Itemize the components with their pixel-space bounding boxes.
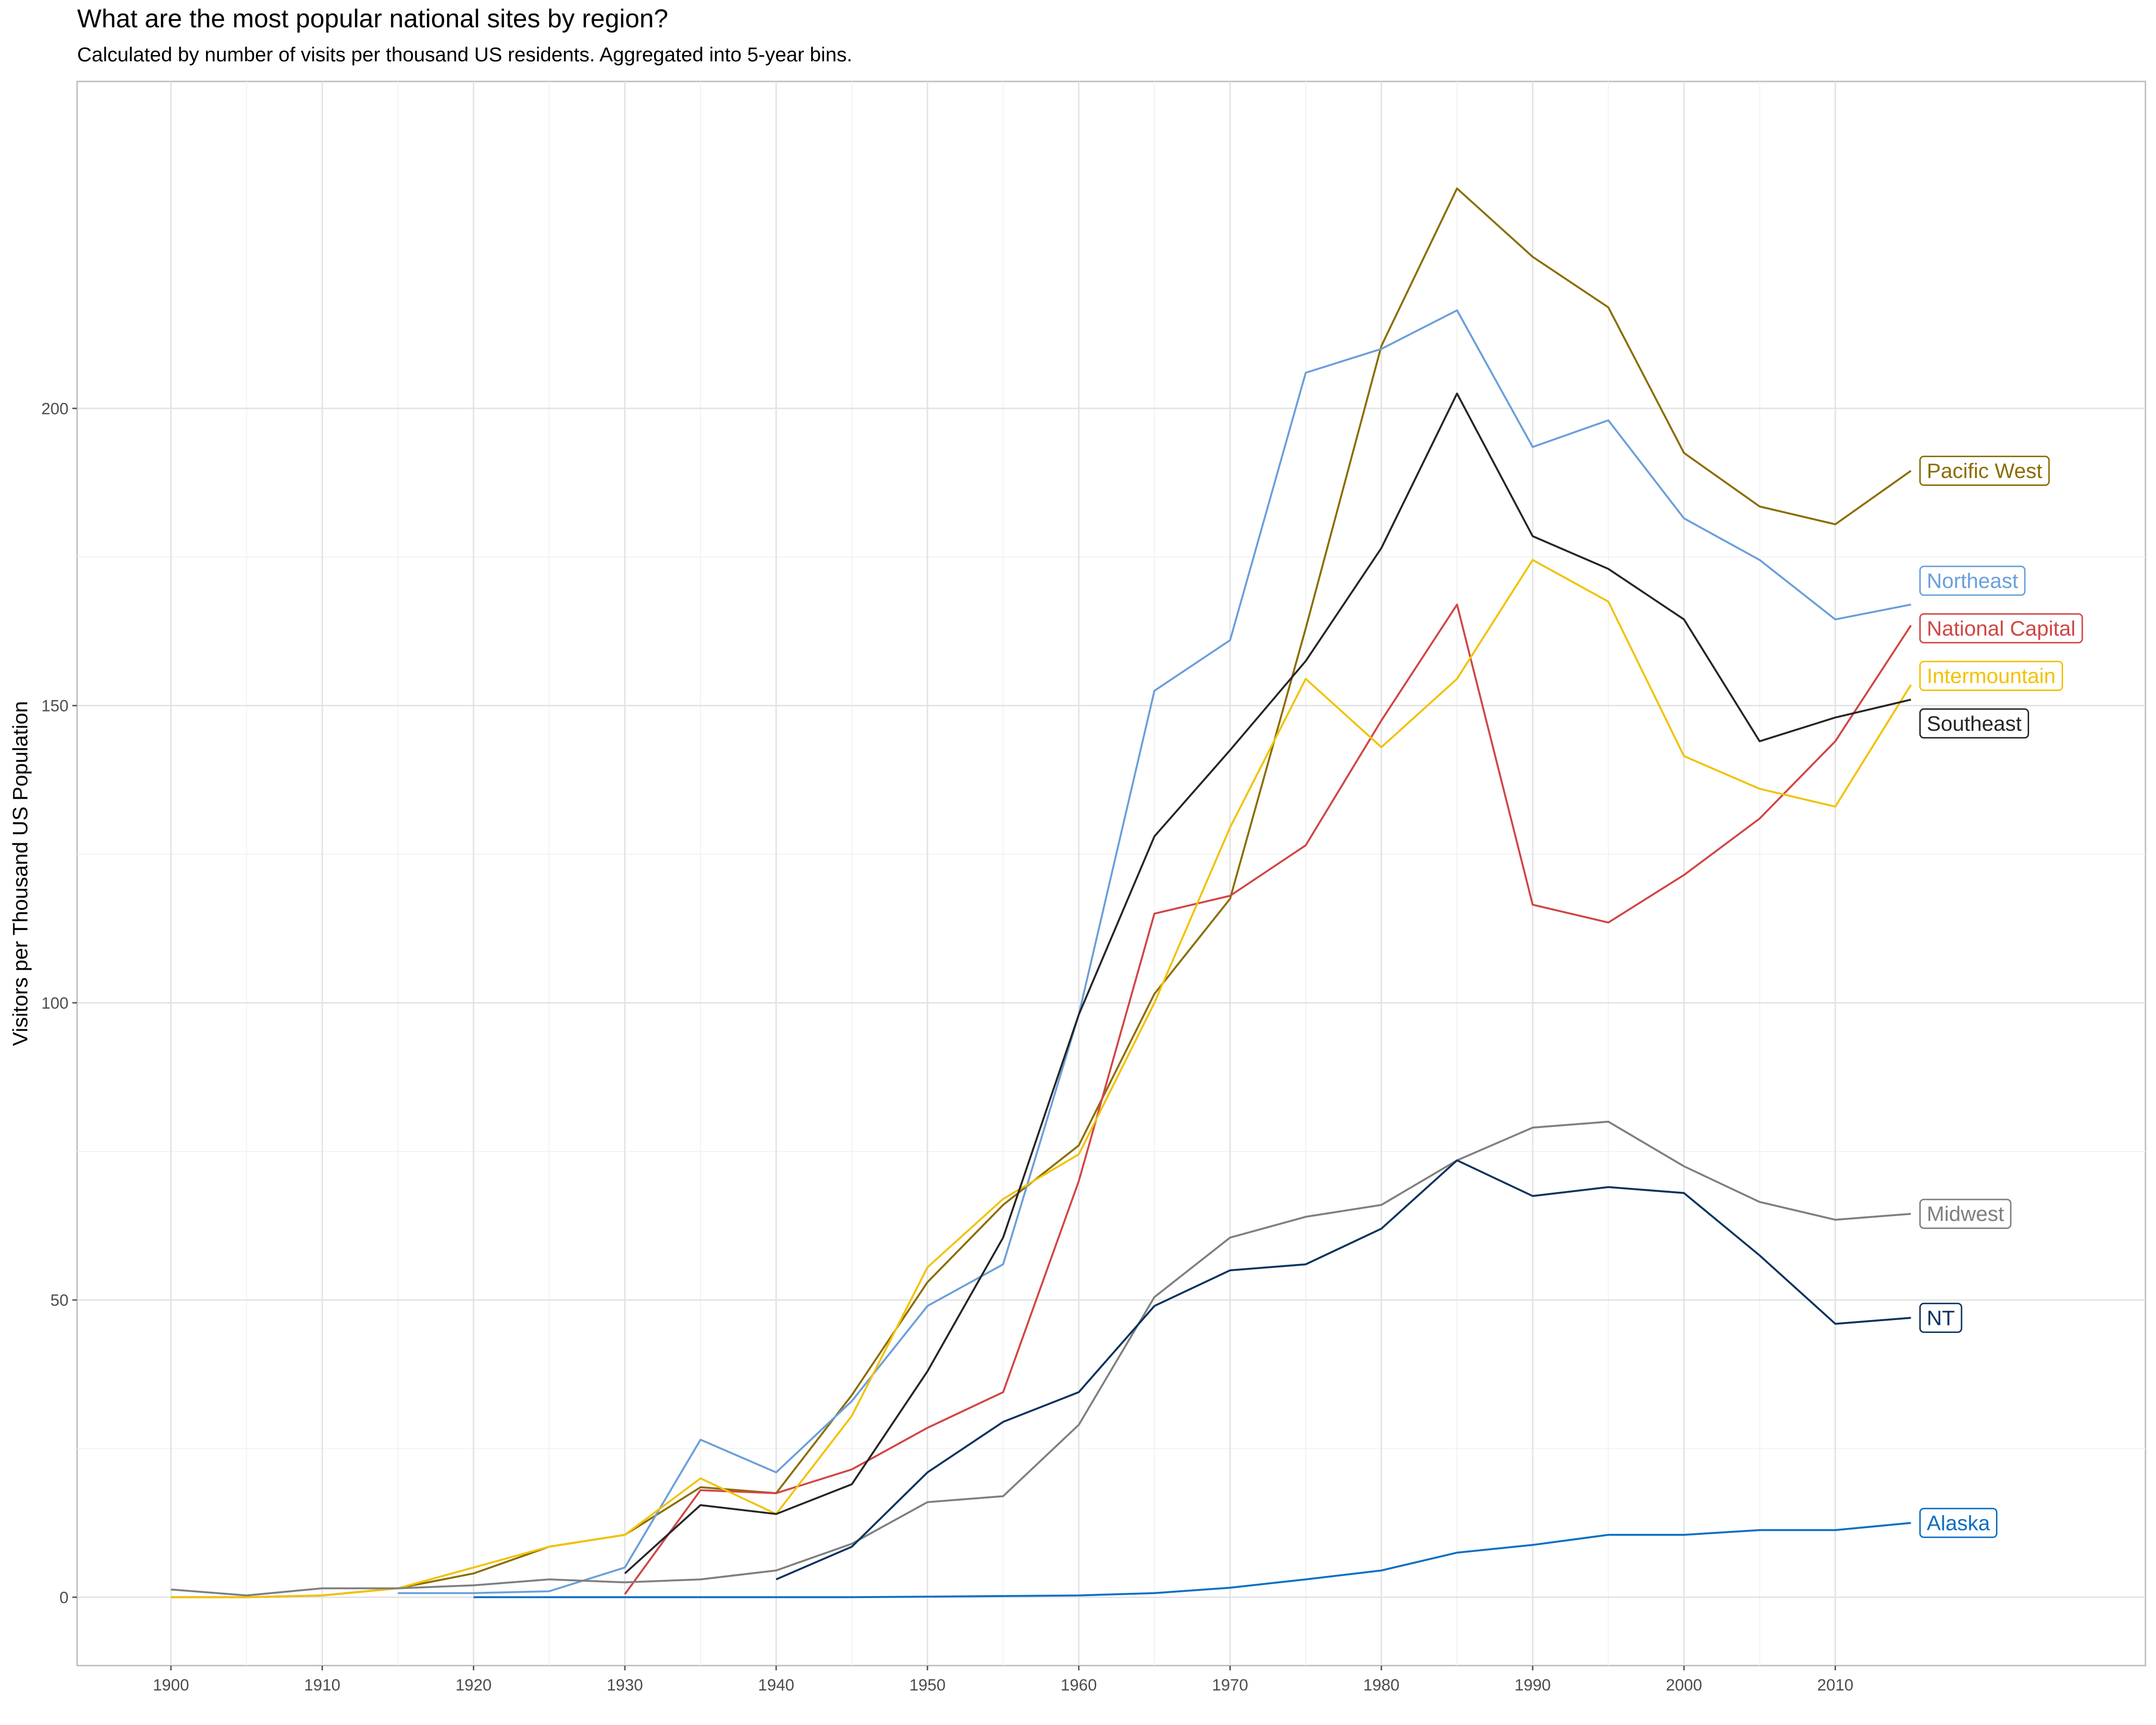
series-label-text: National Capital xyxy=(1927,617,2076,640)
series-label-midwest: Midwest xyxy=(1919,1198,2012,1229)
series-label-box xyxy=(1919,1507,1998,1538)
series-label-text: Alaska xyxy=(1927,1511,1990,1535)
y-axis-title: Visitors per Thousand US Population xyxy=(9,701,32,1046)
series-label-box xyxy=(1919,661,2064,691)
series-lines xyxy=(171,187,1912,1598)
series-label-northeast: Northeast xyxy=(1919,565,2026,596)
x-tick-label: 1900 xyxy=(153,1676,189,1694)
series-label-alaska: Alaska xyxy=(1919,1507,1998,1538)
series-label-nt: NT xyxy=(1919,1302,1962,1333)
series-line-southeast xyxy=(624,392,1911,1575)
series-label-text: Pacific West xyxy=(1927,460,2042,483)
series-label-pacific-west: Pacific West xyxy=(1919,456,2050,486)
series-line-pacific-west xyxy=(171,187,1912,1598)
series-line-national-capital xyxy=(624,603,1912,1595)
x-tick-label: 1980 xyxy=(1363,1676,1399,1694)
x-tick-label: 1930 xyxy=(607,1676,643,1694)
series-label-text: Intermountain xyxy=(1927,665,2055,688)
x-tick-label: 1950 xyxy=(909,1676,946,1694)
y-tick-label: 100 xyxy=(41,994,69,1012)
x-tick-label: 1940 xyxy=(758,1676,794,1694)
series-label-box xyxy=(1919,1198,2012,1229)
y-tick-label: 200 xyxy=(41,400,69,418)
series-label-national-capital: National Capital xyxy=(1919,613,2083,644)
series-label-text: NT xyxy=(1927,1306,1955,1330)
y-tick-label: 0 xyxy=(59,1588,69,1607)
x-tick-label: 2010 xyxy=(1817,1676,1854,1694)
series-label-box xyxy=(1919,456,2050,486)
series-label-intermountain: Intermountain xyxy=(1919,661,2064,691)
chart-title: What are the most popular national sites… xyxy=(77,4,668,33)
x-tick-label: 1990 xyxy=(1514,1676,1551,1694)
y-tick-label: 50 xyxy=(50,1291,69,1310)
gridlines xyxy=(77,81,2145,1666)
series-line-nt xyxy=(776,1159,1911,1580)
series-label-southeast: Southeast xyxy=(1919,708,2030,739)
series-labels: Pacific West Northeast National Capital Int… xyxy=(1919,456,2083,1538)
chart-subtitle: Calculated by number of visits per thous… xyxy=(77,43,852,66)
series-line-alaska xyxy=(473,1522,1911,1598)
x-tick-label: 2000 xyxy=(1666,1676,1702,1694)
x-tick-label: 1970 xyxy=(1212,1676,1249,1694)
series-line-midwest xyxy=(171,1120,1911,1597)
series-label-text: Northeast xyxy=(1927,569,2018,593)
series-label-text: Southeast xyxy=(1927,712,2021,736)
x-tick-label: 1910 xyxy=(304,1676,341,1694)
axes: 0 50 100 150 200 1900 1910 1920 1930 1940 1950 1960… xyxy=(41,400,1853,1694)
series-label-box xyxy=(1919,708,2030,739)
series-line-northeast xyxy=(398,309,1911,1594)
series-label-box xyxy=(1919,613,2083,644)
series-label-text: Midwest xyxy=(1927,1202,2004,1226)
series-label-box xyxy=(1919,1302,1962,1333)
y-tick-label: 150 xyxy=(41,697,69,715)
series-line-intermountain xyxy=(171,559,1912,1598)
series-label-box xyxy=(1919,565,2026,596)
x-tick-label: 1920 xyxy=(456,1676,492,1694)
x-tick-label: 1960 xyxy=(1061,1676,1097,1694)
